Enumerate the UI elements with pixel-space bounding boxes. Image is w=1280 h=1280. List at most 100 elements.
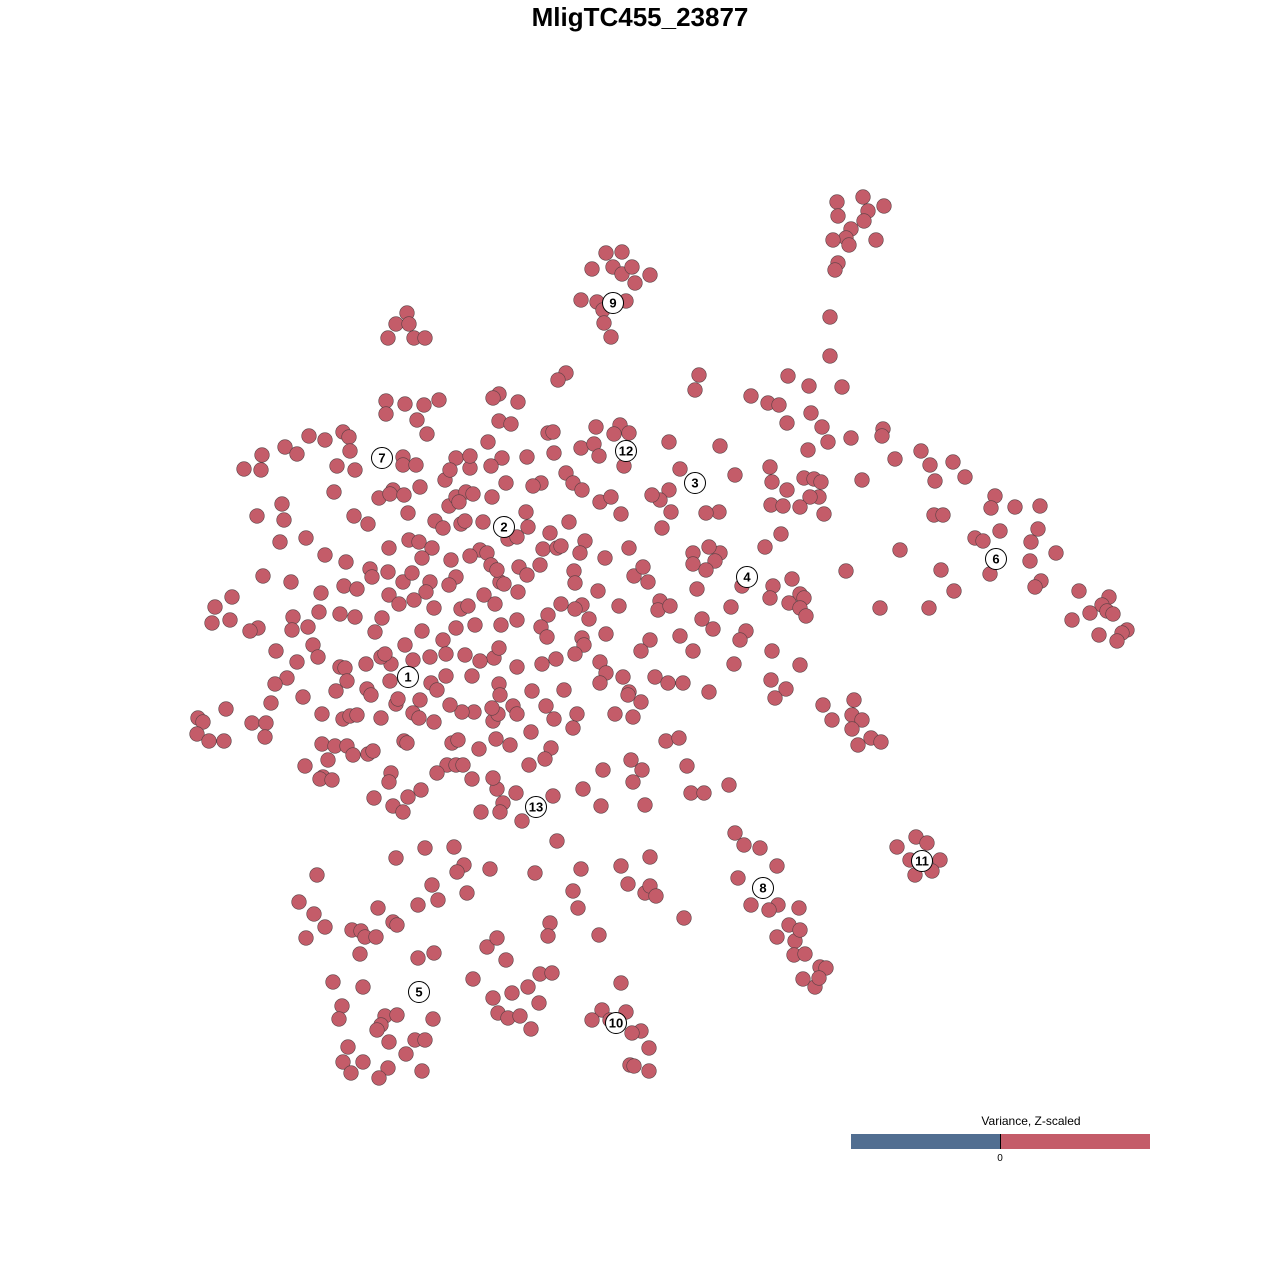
data-point xyxy=(236,461,252,477)
data-point xyxy=(411,710,427,726)
data-point xyxy=(380,564,396,580)
data-point xyxy=(381,1034,397,1050)
data-point xyxy=(683,785,699,801)
data-point xyxy=(546,445,562,461)
data-point xyxy=(811,970,827,986)
data-point xyxy=(712,438,728,454)
data-point xyxy=(404,565,420,581)
data-point xyxy=(575,781,591,797)
data-point xyxy=(573,292,589,308)
data-point xyxy=(591,927,607,943)
data-point xyxy=(598,245,614,261)
data-point xyxy=(642,632,658,648)
data-point xyxy=(465,971,481,987)
data-point xyxy=(367,624,383,640)
data-point xyxy=(438,668,454,684)
data-point xyxy=(342,443,358,459)
data-point xyxy=(1027,579,1043,595)
points-layer xyxy=(189,189,1135,1086)
data-point xyxy=(311,604,327,620)
data-point xyxy=(416,397,432,413)
data-point xyxy=(443,552,459,568)
data-point xyxy=(417,1032,433,1048)
data-point xyxy=(889,839,905,855)
data-point xyxy=(389,917,405,933)
data-point xyxy=(349,581,365,597)
data-point xyxy=(1109,633,1125,649)
data-point xyxy=(872,600,888,616)
data-point xyxy=(405,652,421,668)
data-point xyxy=(413,782,429,798)
data-point xyxy=(545,424,561,440)
data-point xyxy=(284,622,300,638)
data-point xyxy=(460,598,476,614)
data-point xyxy=(798,608,814,624)
data-point xyxy=(620,876,636,892)
data-point xyxy=(485,770,501,786)
data-point xyxy=(701,539,717,555)
data-point xyxy=(485,990,501,1006)
data-point xyxy=(289,446,305,462)
data-point xyxy=(377,646,393,662)
data-point xyxy=(594,1002,610,1018)
data-point xyxy=(442,462,458,478)
data-point xyxy=(358,656,374,672)
data-point xyxy=(791,900,807,916)
data-point xyxy=(771,397,787,413)
data-point xyxy=(613,975,629,991)
data-point xyxy=(484,700,500,716)
data-point xyxy=(834,379,850,395)
data-point xyxy=(399,735,415,751)
data-point xyxy=(492,804,508,820)
data-point xyxy=(825,232,841,248)
data-point xyxy=(244,715,260,731)
data-point xyxy=(945,454,961,470)
data-point xyxy=(922,457,938,473)
cluster-label-12: 12 xyxy=(615,440,637,462)
data-point xyxy=(672,461,688,477)
data-point xyxy=(642,267,658,283)
cluster-label-text: 1 xyxy=(404,670,411,685)
data-point xyxy=(545,788,561,804)
data-point xyxy=(429,765,445,781)
data-point xyxy=(424,877,440,893)
data-point xyxy=(224,589,240,605)
data-point xyxy=(368,929,384,945)
data-point xyxy=(464,668,480,684)
data-point xyxy=(701,684,717,700)
data-point xyxy=(253,462,269,478)
data-point xyxy=(332,606,348,622)
cluster-label-9: 9 xyxy=(602,292,624,314)
data-point xyxy=(761,902,777,918)
data-point xyxy=(418,584,434,600)
data-point xyxy=(317,919,333,935)
data-point xyxy=(596,315,612,331)
data-point xyxy=(267,676,283,692)
data-point xyxy=(509,706,525,722)
data-point xyxy=(340,1039,356,1055)
data-point xyxy=(494,450,510,466)
data-point xyxy=(487,596,503,612)
data-point xyxy=(523,724,539,740)
data-point xyxy=(946,583,962,599)
data-point xyxy=(623,752,639,768)
color-scale-bar xyxy=(851,1134,1150,1149)
data-point xyxy=(573,861,589,877)
data-point xyxy=(400,505,416,521)
data-point xyxy=(779,482,795,498)
data-point xyxy=(763,672,779,688)
cluster-label-text: 3 xyxy=(691,476,698,491)
data-point xyxy=(802,489,818,505)
data-point xyxy=(410,897,426,913)
data-point xyxy=(597,550,613,566)
data-point xyxy=(347,609,363,625)
data-point xyxy=(621,540,637,556)
data-point xyxy=(422,649,438,665)
data-point xyxy=(520,979,536,995)
data-point xyxy=(574,482,590,498)
data-point xyxy=(539,629,555,645)
data-point xyxy=(603,489,619,505)
data-point xyxy=(537,751,553,767)
cluster-label-3: 3 xyxy=(684,472,706,494)
data-point xyxy=(349,707,365,723)
